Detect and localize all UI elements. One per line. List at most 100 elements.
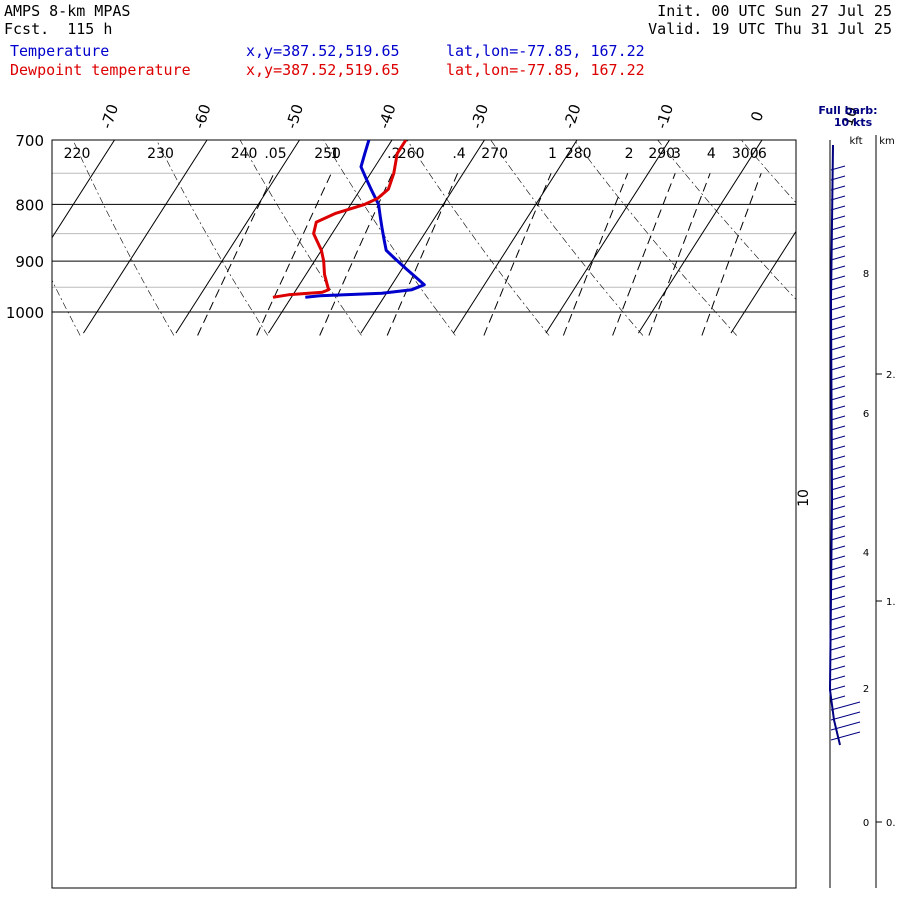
isotherm-label: -40: [375, 102, 400, 131]
dry-adiabat-label: 260: [398, 146, 425, 162]
isotherm-line: [545, 140, 671, 334]
minor-pressure-lines: [52, 172, 796, 288]
wind-barb: [830, 505, 846, 511]
wind-panel: Full barb: 10 kts kft km 10 0 2 4 6 8 0. 1. 2.: [796, 104, 896, 888]
wind-speed-label: 10: [796, 489, 812, 507]
wind-barb: [830, 175, 846, 181]
dry-adiabat-label: 290: [648, 146, 675, 162]
wind-barb: [830, 605, 846, 611]
dry-adiabat-label: 250: [314, 146, 341, 162]
wind-barb: [830, 255, 846, 261]
wind-barb: [830, 515, 846, 521]
mixing-ratio-line: [648, 173, 711, 336]
dry-adiabat-line: [740, 140, 796, 204]
mixing-ratio-label: .05: [264, 146, 286, 162]
isotherm-label: -10: [652, 102, 677, 131]
dry-adiabat-label: 280: [565, 146, 592, 162]
wind-barb: [830, 645, 846, 651]
mixing-ratio-line: [701, 173, 762, 336]
wind-barb: [830, 295, 846, 301]
isotherm-line: [453, 140, 578, 334]
wind-barb: [830, 711, 861, 721]
axis-labels: 700 800 900 1000 -70 -60 -50 -40 -30 -20 -10 0 10 220…: [6, 102, 861, 322]
sounding-series: [272, 140, 426, 299]
isotherm-line: [730, 230, 796, 334]
wind-barb: [830, 405, 846, 411]
isotherm-line: [175, 140, 301, 334]
mixing-ratio-label: 6: [758, 146, 767, 162]
wind-barb: [830, 565, 846, 571]
dry-adiabat-line: [323, 140, 456, 336]
dry-adiabat-line: [657, 140, 796, 300]
mixing-ratio-line: [562, 173, 629, 336]
wind-barb: [830, 205, 846, 211]
wind-barb: [830, 235, 846, 241]
isotherm-line: [360, 140, 486, 334]
wind-barb: [830, 315, 846, 321]
isotherm-line: [83, 140, 208, 334]
mixing-ratio-label: .4: [452, 146, 465, 162]
mixing-ratio-label: 1: [548, 146, 557, 162]
wind-barb: [830, 721, 861, 731]
mixing-ratio-label: 3: [672, 146, 681, 162]
dry-adiabat-label: 270: [481, 146, 508, 162]
pressure-tick-label: 800: [15, 196, 44, 214]
pressure-tick-label: 700: [15, 132, 44, 150]
wind-panel-subtitle: 10 kts: [834, 116, 873, 129]
mixing-ratio-line: [319, 173, 393, 336]
kft-tick-label: 6: [863, 409, 869, 420]
wind-barb: [830, 355, 846, 361]
wind-barb: [830, 475, 846, 481]
valid-time: Valid. 19 UTC Thu 31 Jul 25: [648, 20, 892, 38]
wind-barb: [830, 635, 846, 641]
wind-barb: [830, 185, 846, 191]
wind-barb: [830, 495, 846, 501]
dry-adiabat-label: 300: [732, 146, 759, 162]
wind-barb: [830, 595, 846, 601]
isotherm-label: -60: [190, 102, 215, 131]
kft-label: kft: [849, 136, 862, 147]
wind-barb: [830, 525, 846, 531]
wind-barb: [830, 265, 846, 271]
wind-barb: [830, 325, 846, 331]
pressure-tick-label: 1000: [6, 304, 44, 322]
wind-barb: [830, 465, 846, 471]
km-tick-label: 2.: [886, 370, 896, 381]
wind-barb: [830, 395, 846, 401]
mixing-ratio-label: 2: [625, 146, 634, 162]
dry-adiabat-label: 230: [147, 146, 174, 162]
dewpoint-latlon: lat,lon=-77.85, 167.22: [446, 61, 645, 79]
wind-barb: [830, 285, 846, 291]
wind-barb: [830, 545, 846, 551]
model-title: AMPS 8-km MPAS: [4, 2, 131, 20]
isotherm-label: -50: [282, 102, 307, 131]
kft-tick-label: 0: [863, 818, 869, 829]
wind-barb: [830, 345, 846, 351]
mixing-ratio-line: [483, 173, 552, 336]
isotherm-label: 0: [747, 109, 767, 124]
wind-barb: [830, 365, 846, 371]
isotherm-label: -20: [560, 102, 585, 131]
wind-barb: [830, 665, 846, 671]
wind-barb: [830, 335, 846, 341]
temperature-xy: x,y=387.52,519.65: [246, 42, 400, 60]
kft-tick-label: 2: [863, 684, 869, 695]
wind-barb: [830, 655, 846, 661]
wind-barb: [830, 385, 846, 391]
isotherm-label: -70: [97, 102, 122, 131]
wind-barb: [830, 225, 846, 231]
isotherm-line: [268, 140, 393, 334]
kft-tick-label: 4: [863, 548, 869, 559]
temperature-profile-line: [305, 140, 426, 299]
wind-barb: [830, 195, 846, 201]
isotherms: [52, 140, 796, 334]
wind-barb: [830, 415, 846, 421]
wind-barb: [830, 625, 846, 631]
wind-barb: [830, 485, 846, 491]
wind-barb: [830, 275, 846, 281]
init-time: Init. 00 UTC Sun 27 Jul 25: [657, 2, 892, 20]
km-tick-label: 1.: [886, 597, 896, 608]
dewpoint-profile-line: [272, 140, 408, 299]
dry-adiabat-line: [573, 140, 737, 336]
